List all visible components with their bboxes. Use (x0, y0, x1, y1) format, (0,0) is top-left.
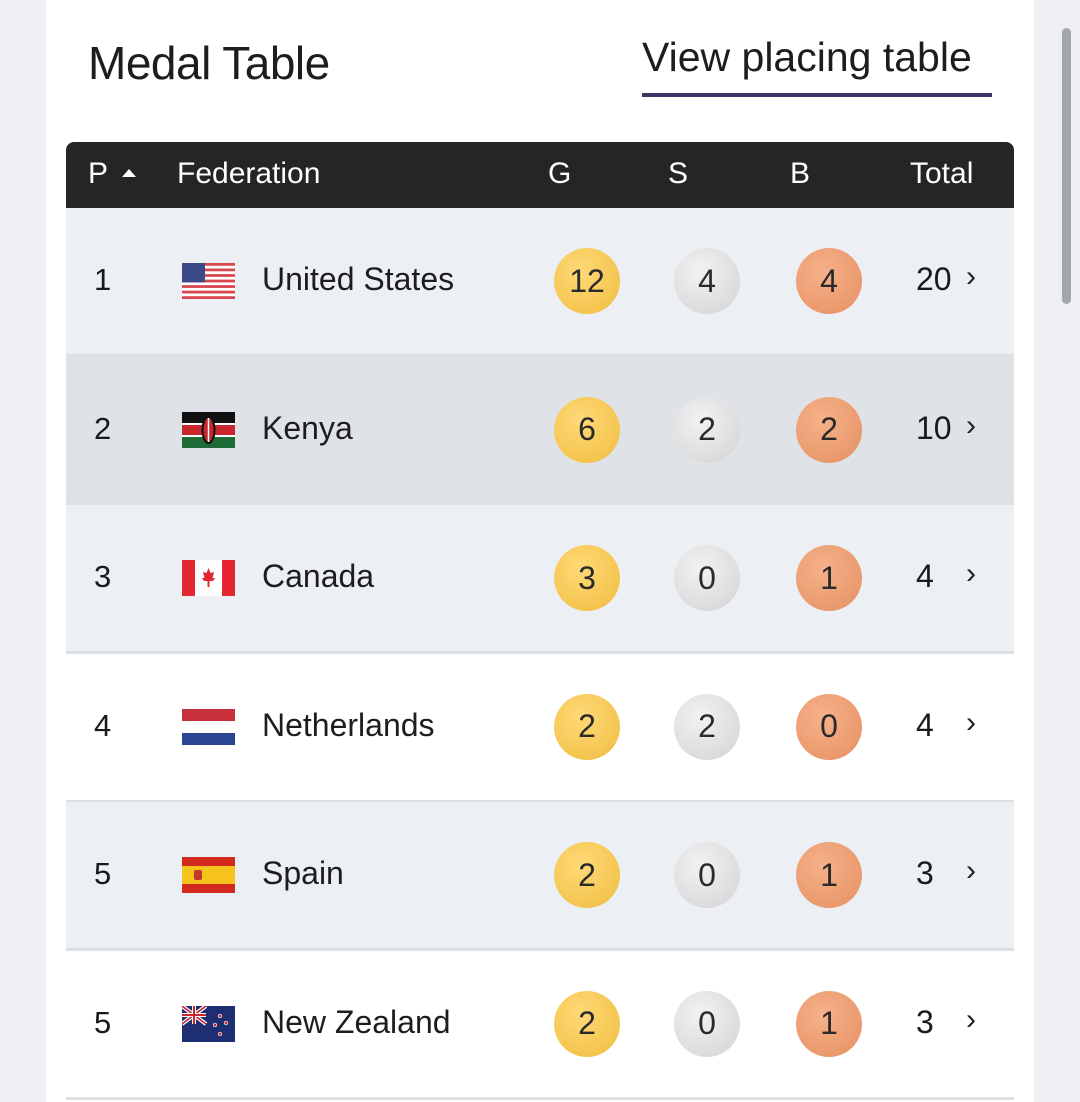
table-row[interactable]: 4 Netherlands 2 2 0 4 › (66, 653, 1014, 803)
bronze-medal-count: 1 (796, 842, 862, 908)
bronze-medal-count: 2 (796, 396, 862, 463)
total-medal-count: 20 (916, 261, 952, 297)
silver-medal-count: 0 (674, 842, 740, 908)
row-position: 1 (94, 262, 112, 297)
row-position: 5 (94, 856, 112, 891)
chevron-right-icon[interactable]: › (966, 705, 976, 739)
gold-medal-count: 6 (554, 396, 620, 463)
sort-ascending-icon (122, 169, 137, 178)
view-placing-table-link[interactable]: View placing table (642, 34, 972, 80)
federation-name: United States (262, 261, 455, 297)
table-row[interactable]: 1 United States 12 4 4 20 › (66, 208, 1014, 357)
silver-medal-count: 2 (674, 693, 740, 760)
netherlands-flag-icon (182, 708, 235, 745)
chevron-right-icon[interactable]: › (966, 854, 976, 887)
table-row[interactable]: 5 Spain 2 0 1 3 › (66, 802, 1014, 951)
silver-medal-count: 4 (674, 248, 740, 314)
row-position: 4 (94, 707, 112, 743)
page-title: Medal Table (88, 37, 330, 89)
column-header-gold[interactable]: G (548, 157, 572, 190)
chevron-right-icon[interactable]: › (966, 408, 976, 442)
canada-flag-icon (182, 560, 235, 596)
gold-medal-count: 3 (554, 545, 620, 611)
table-row[interactable]: 5 New Zealand 2 0 1 3 › (66, 950, 1014, 1100)
new-zealand-flag-icon (182, 1005, 235, 1042)
chevron-right-icon[interactable]: › (966, 557, 976, 590)
total-medal-count: 4 (916, 706, 934, 743)
table-row[interactable]: 3 Canada 3 0 1 4 › (66, 505, 1014, 654)
silver-medal-count: 0 (674, 990, 740, 1057)
silver-medal-count: 2 (674, 396, 740, 463)
column-header-total[interactable]: Total (910, 157, 974, 190)
total-medal-count: 4 (916, 558, 934, 594)
gold-medal-count: 12 (554, 248, 620, 314)
chevron-right-icon[interactable]: › (966, 260, 976, 293)
column-header-position[interactable]: P (88, 157, 137, 191)
bronze-medal-count: 4 (796, 248, 862, 314)
row-position: 5 (94, 1004, 112, 1040)
silver-medal-count: 0 (674, 545, 740, 611)
medal-table-panel: Medal Table View placing table P Federat… (46, 0, 1034, 1102)
scrollbar-thumb[interactable] (1062, 28, 1071, 304)
spain-flag-icon (182, 857, 235, 893)
federation-name: New Zealand (262, 1003, 451, 1040)
table-header: P Federation G S B Total (66, 142, 1014, 208)
row-position: 2 (94, 410, 112, 446)
total-medal-count: 3 (916, 1003, 934, 1040)
federation-name: Netherlands (262, 706, 435, 743)
gold-medal-count: 2 (554, 693, 620, 760)
us-flag-icon (182, 263, 235, 299)
bronze-medal-count: 1 (796, 545, 862, 611)
bronze-medal-count: 1 (796, 990, 862, 1057)
bronze-medal-count: 0 (796, 693, 862, 760)
federation-name: Canada (262, 558, 375, 594)
federation-name: Spain (262, 855, 344, 891)
kenya-flag-icon (182, 411, 235, 448)
row-position: 3 (94, 559, 112, 594)
column-header-bronze[interactable]: B (790, 157, 811, 190)
chevron-right-icon[interactable]: › (966, 1002, 976, 1036)
column-header-federation[interactable]: Federation (177, 157, 321, 190)
gold-medal-count: 2 (554, 842, 620, 908)
gold-medal-count: 2 (554, 990, 620, 1057)
column-header-silver[interactable]: S (668, 157, 689, 190)
total-medal-count: 3 (916, 855, 934, 891)
active-tab-underline (642, 93, 992, 97)
federation-name: Kenya (262, 409, 353, 446)
table-row[interactable]: 2 Kenya 6 2 2 10 › (66, 356, 1014, 506)
total-medal-count: 10 (916, 409, 952, 446)
